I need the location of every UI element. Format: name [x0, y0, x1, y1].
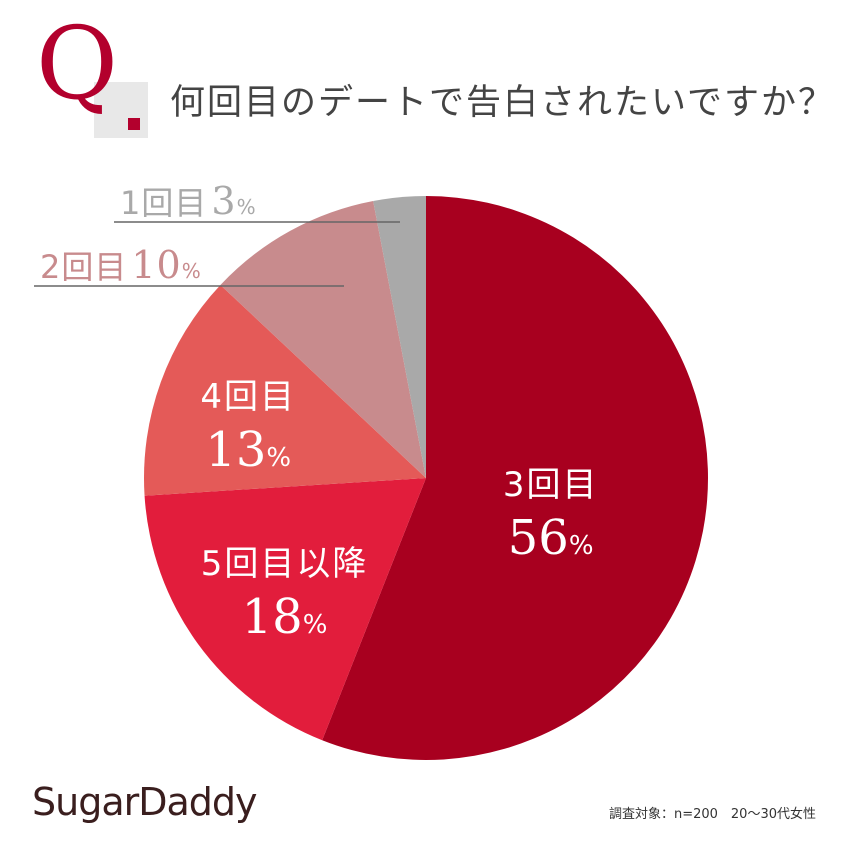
pie-slice [144, 478, 426, 741]
slice-category-label: 2回目 10% [40, 243, 202, 287]
survey-footnote: 調査対象：n=200 20～30代女性 [608, 807, 816, 822]
slice-category-label: 1回目 3% [120, 179, 257, 223]
slice-category-label: 5回目以降 [201, 544, 369, 584]
slice-category-label: 4回目 [200, 377, 296, 417]
q-dot [128, 118, 140, 130]
pie-slice [220, 200, 426, 478]
brand-logo: SugarDaddy [32, 780, 258, 824]
pie-slice [144, 284, 426, 496]
slice-category-label: 3回目 [503, 465, 599, 505]
pie-slice [373, 196, 426, 478]
slice-value-label: 56% [508, 510, 594, 566]
pie-slice [322, 196, 708, 760]
q-letter: Q [36, 5, 118, 122]
page-title: 何回目のデートで告白されたいですか？ [170, 83, 835, 123]
